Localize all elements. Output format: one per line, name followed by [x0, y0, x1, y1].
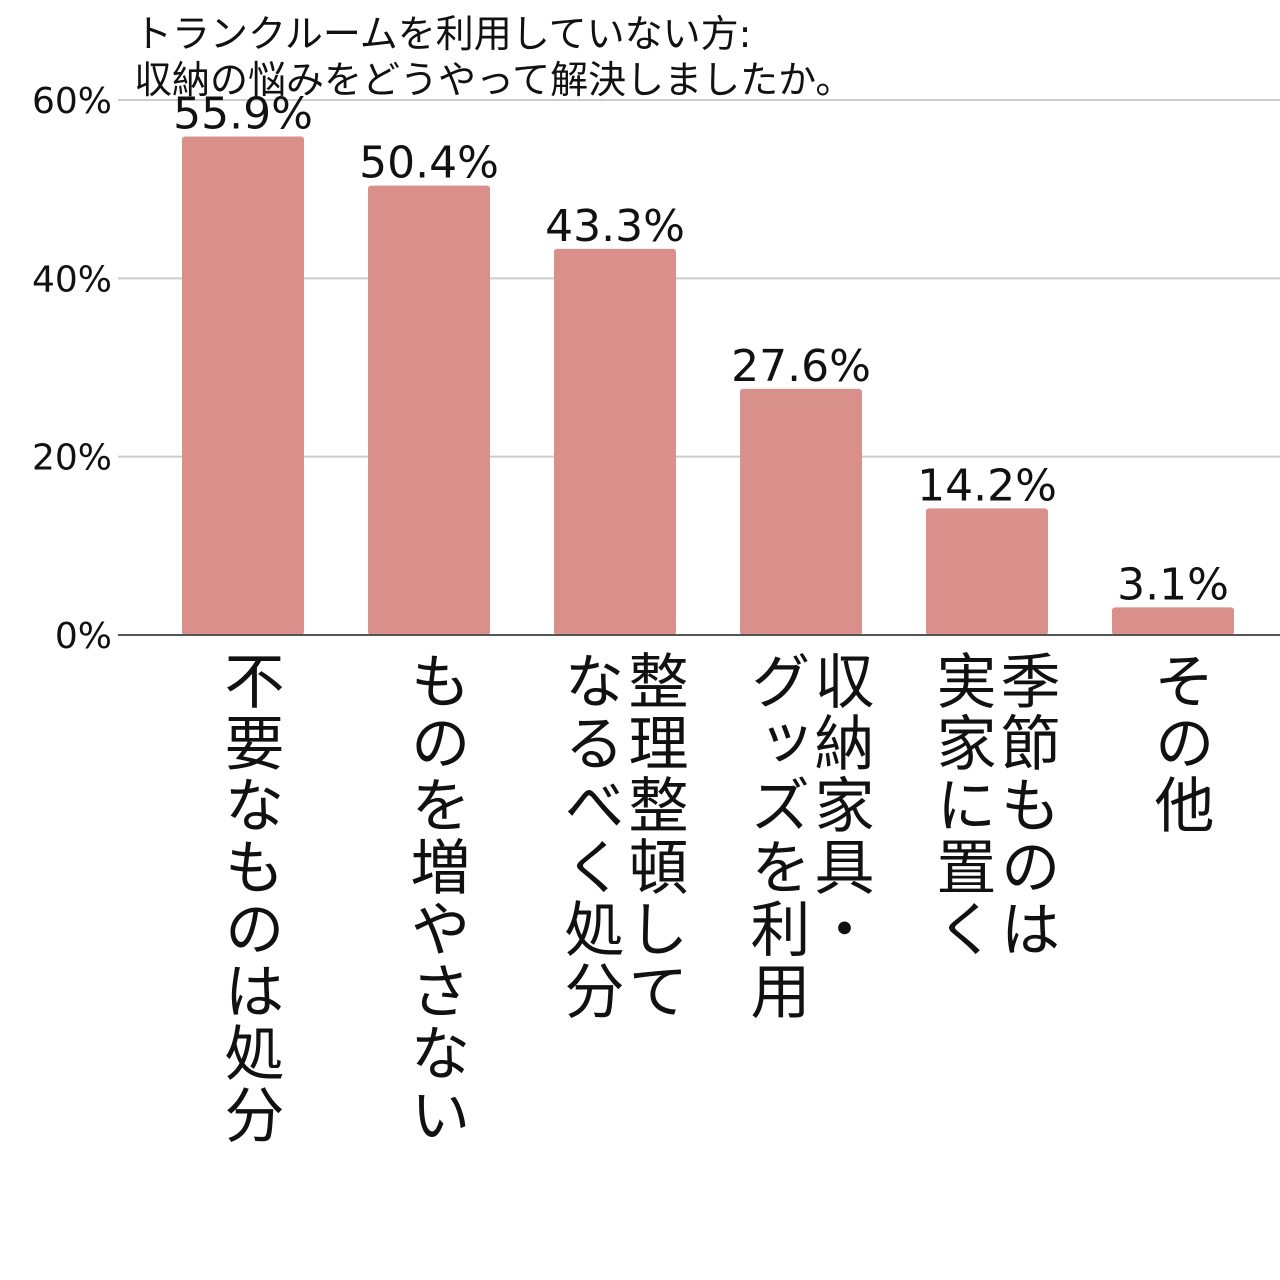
x-tick-label: 整理整頓して なるべく処分: [554, 650, 688, 1022]
y-tick-label: 60%: [32, 81, 112, 122]
x-tick-label: ものを増やさない: [400, 650, 470, 1146]
chart-title-line-1: トランクルームを利用していない方:: [134, 12, 752, 56]
chart-title-line-2: 収納の悩みをどうやって解決しましたか。: [134, 58, 854, 102]
bar: [182, 136, 304, 635]
value-label: 55.9%: [173, 89, 313, 140]
bar: [1112, 607, 1234, 635]
x-tick-label: 季節ものは 実家に置く: [926, 650, 1060, 960]
bar: [554, 248, 676, 636]
bar: [368, 185, 490, 635]
bar: [926, 508, 1048, 635]
y-tick-label: 0%: [55, 616, 112, 657]
y-tick-label: 20%: [32, 438, 112, 479]
value-label: 43.3%: [545, 201, 685, 252]
y-tick-label: 40%: [32, 259, 112, 300]
bar: [740, 388, 862, 635]
x-tick-label: その他: [1144, 650, 1214, 836]
x-tick-label: 不要なものは処分: [214, 650, 284, 1146]
value-label: 50.4%: [359, 138, 499, 189]
value-label: 27.6%: [731, 341, 871, 392]
value-label: 14.2%: [917, 460, 1057, 511]
value-label: 3.1%: [1117, 559, 1229, 610]
x-tick-label: 収納家具・ グッズを利用: [740, 650, 874, 1022]
